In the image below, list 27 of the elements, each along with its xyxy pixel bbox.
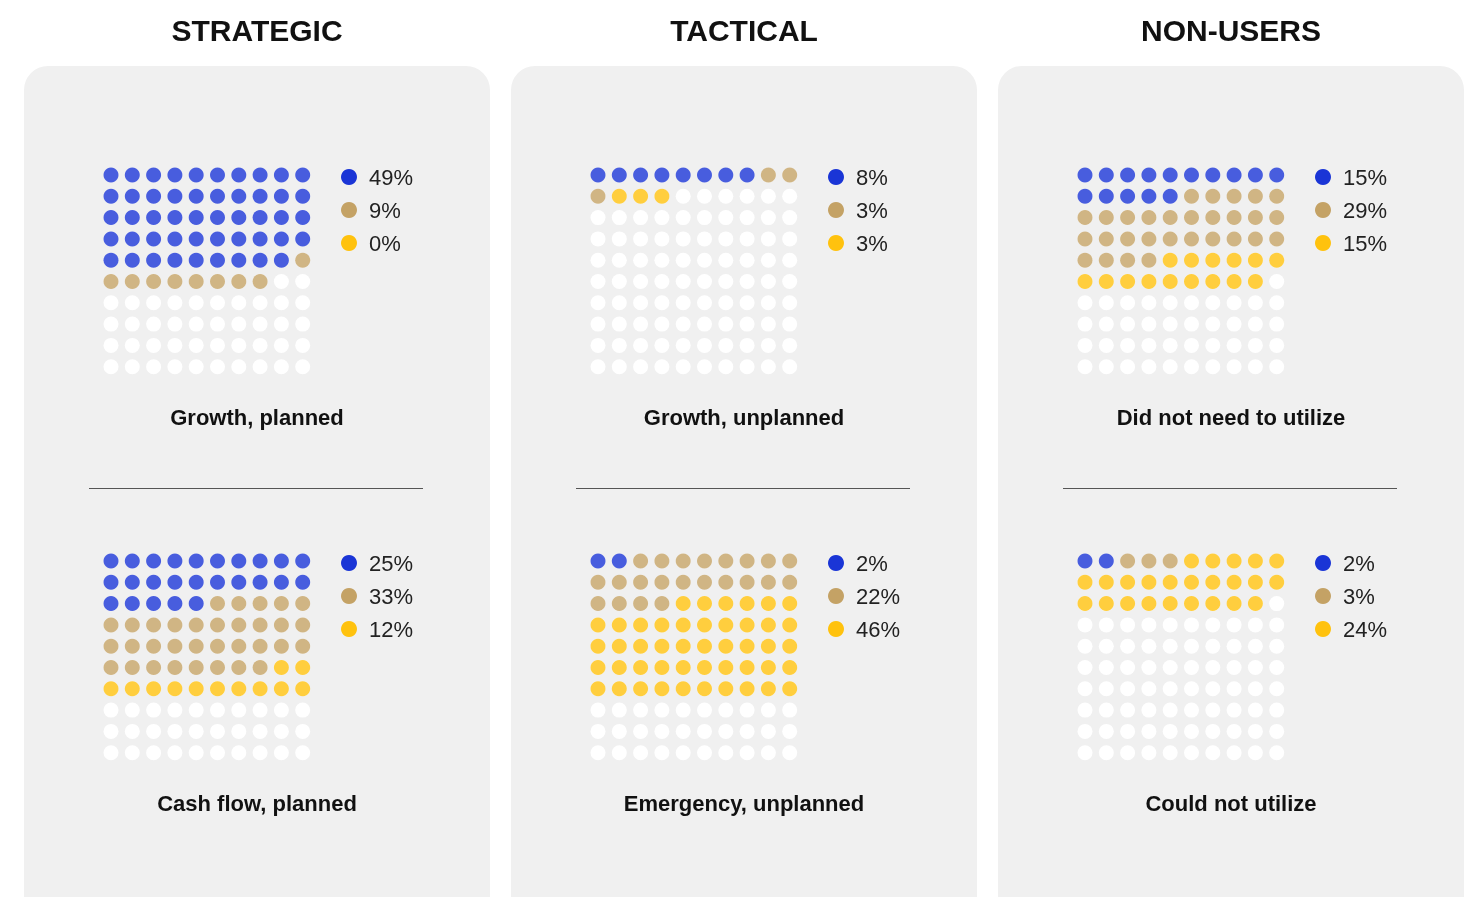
data-label: 49%: [369, 164, 414, 190]
data-label: 0%: [369, 230, 401, 256]
data-label: 3%: [856, 197, 888, 223]
data-label: 3%: [856, 230, 888, 256]
data-label: 25%: [369, 550, 414, 576]
data-label: 46%: [856, 616, 901, 642]
data-label: 33%: [369, 583, 414, 609]
data-label: 9%: [369, 197, 401, 223]
data-label: 2%: [856, 550, 888, 576]
data-label: 3%: [1343, 583, 1375, 609]
text: Emergency, unplanned: [623, 790, 865, 816]
text: STRATEGIC: [171, 13, 343, 47]
text: Could not utilize: [1145, 790, 1317, 816]
text: Did not need to utilize: [1116, 404, 1346, 430]
data-label: 24%: [1343, 616, 1388, 642]
text: TACTICAL: [670, 13, 818, 47]
data-label: 15%: [1343, 164, 1388, 190]
data-label: 8%: [856, 164, 888, 190]
text: Growth, unplanned: [643, 404, 845, 430]
data-label: 29%: [1343, 197, 1388, 223]
text: Growth, planned: [170, 404, 344, 430]
text: NON-USERS: [1140, 13, 1322, 47]
data-label: 12%: [369, 616, 414, 642]
data-label: 15%: [1343, 230, 1388, 256]
data-label: 2%: [1343, 550, 1375, 576]
text: Cash flow, planned: [157, 790, 357, 816]
data-label: 22%: [856, 583, 901, 609]
